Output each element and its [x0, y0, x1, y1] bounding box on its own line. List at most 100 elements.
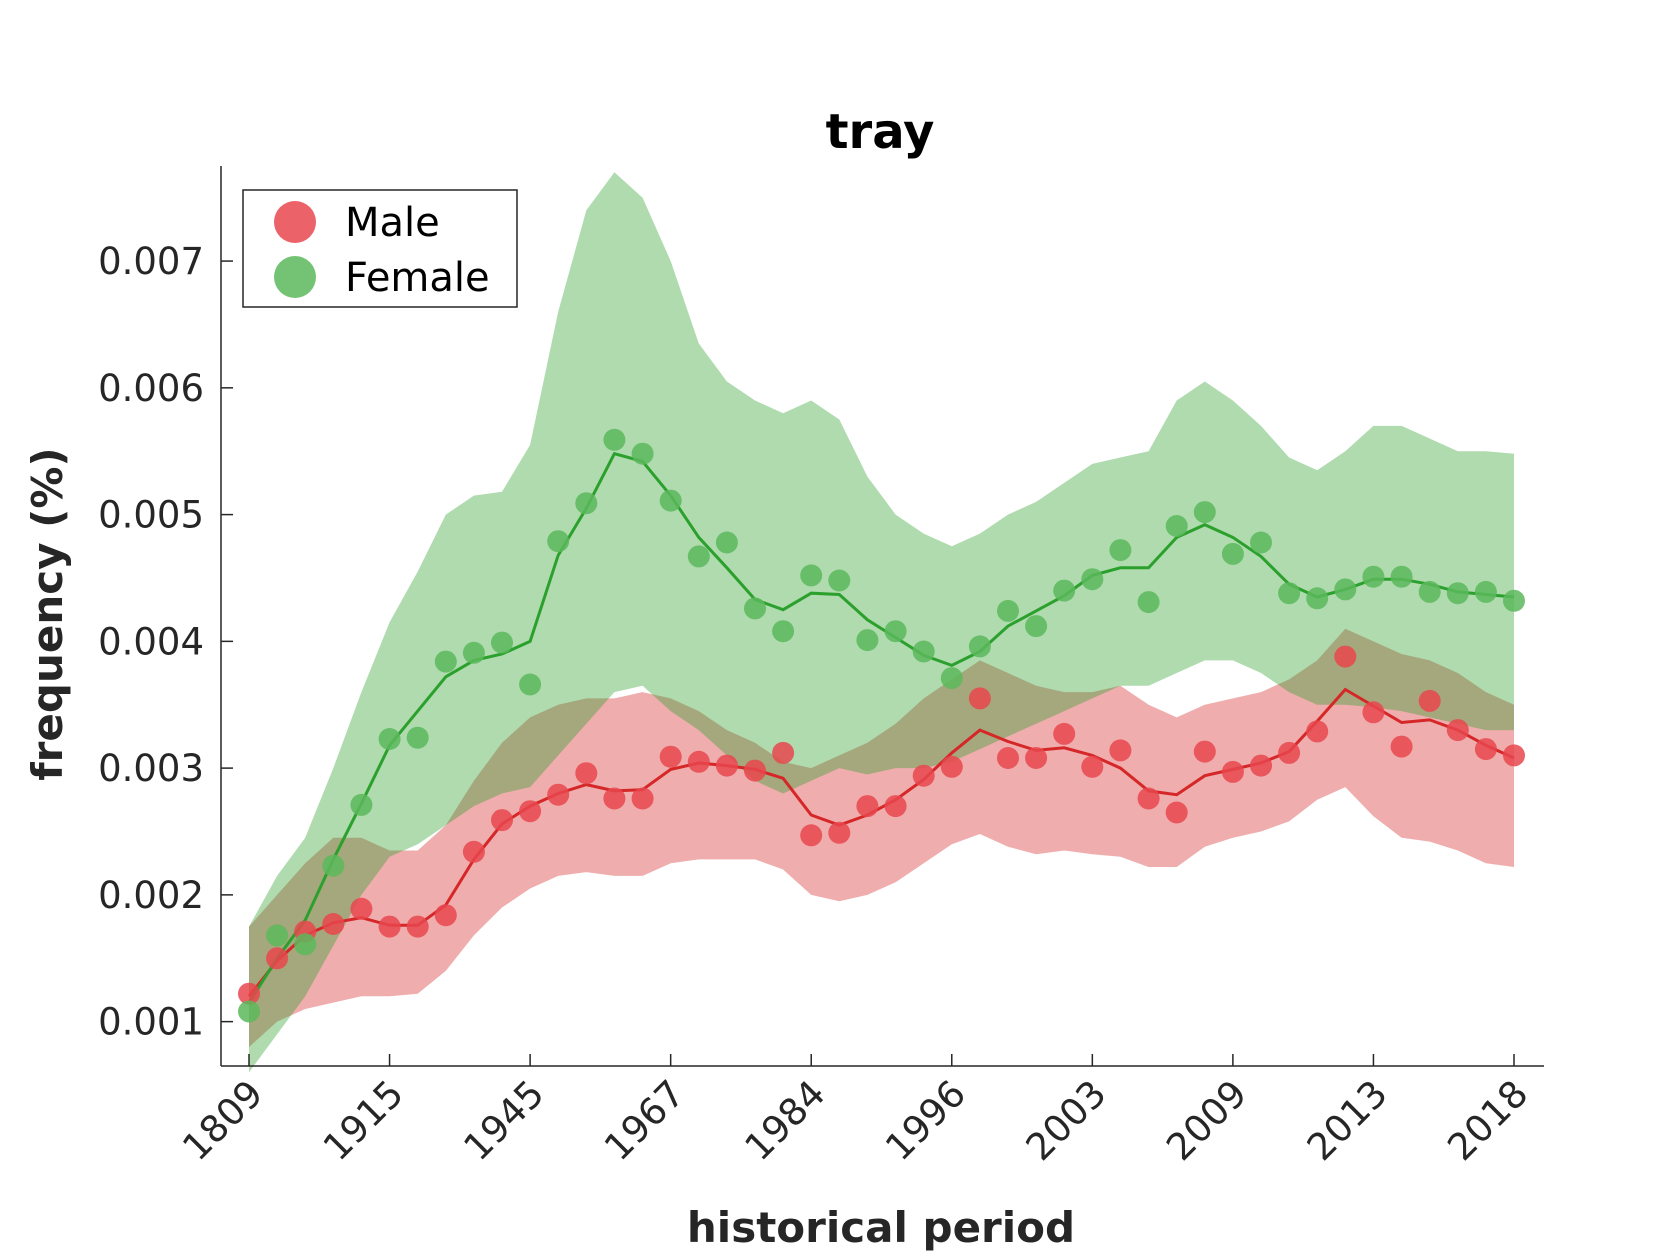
x-tick-label: 2013 [1299, 1072, 1396, 1169]
female-data-point [968, 635, 991, 658]
male-data-point [1390, 735, 1413, 758]
x-axis-label: historical period [687, 1203, 1075, 1252]
female-data-point [1390, 565, 1413, 588]
male-data-point [631, 787, 654, 810]
male-data-point [1109, 739, 1132, 762]
male-data-point [1474, 738, 1497, 761]
female-data-point [659, 489, 682, 512]
male-data-point [715, 754, 738, 777]
x-tick-label: 1809 [174, 1072, 271, 1169]
female-data-point [884, 620, 907, 643]
female-data-point [406, 726, 429, 749]
male-data-point [266, 947, 289, 970]
female-data-point [1109, 539, 1132, 562]
x-tick-label: 2018 [1439, 1072, 1536, 1169]
female-data-point [266, 924, 289, 947]
x-tick-label: 2003 [1018, 1072, 1115, 1169]
legend-label-male: Male [345, 200, 440, 246]
male-data-point [1250, 754, 1272, 777]
legend-marker-male [274, 201, 316, 243]
female-data-point [800, 564, 823, 587]
male-data-point [1165, 801, 1188, 824]
y-tick-label: 0.003 [98, 747, 204, 790]
male-data-point [547, 783, 570, 806]
male-data-point [1446, 719, 1469, 742]
female-data-point [828, 569, 851, 592]
male-data-point [744, 759, 766, 782]
female-data-point [1306, 587, 1329, 610]
female-data-point [856, 629, 879, 652]
female-data-point [462, 641, 485, 664]
female-data-point [1193, 501, 1216, 524]
male-data-point [462, 840, 485, 863]
female-data-point [631, 442, 654, 465]
male-data-point [350, 897, 373, 920]
female-confidence-band [249, 172, 1514, 1073]
male-data-point [1221, 760, 1244, 783]
male-data-point [912, 764, 935, 787]
female-data-point [715, 531, 738, 554]
male-data-point [1306, 720, 1329, 743]
male-data-point [491, 809, 513, 832]
male-data-point [519, 800, 542, 823]
y-axis-label: frequency (%) [23, 447, 72, 780]
y-axis-ticks: 0.001 0.002 0.003 0.004 0.005 0.006 0.007 [98, 240, 233, 1044]
male-data-point [1053, 722, 1076, 745]
legend-label-female: Female [345, 255, 490, 301]
chart-title: tray [826, 104, 935, 160]
male-data-point [322, 913, 345, 935]
y-tick-label: 0.005 [98, 494, 204, 537]
legend-marker-female [274, 256, 316, 298]
data-markers [238, 428, 1525, 1023]
trend-lines [247, 451, 1515, 1004]
male-data-point [856, 795, 879, 818]
female-data-point [1503, 589, 1525, 612]
female-data-point [434, 650, 457, 673]
male-data-point [687, 750, 710, 773]
x-tick-label: 1967 [596, 1072, 693, 1169]
female-data-point [1362, 565, 1385, 588]
female-data-point [519, 673, 542, 696]
female-data-point [940, 667, 963, 690]
female-data-point [1250, 531, 1272, 554]
female-data-point [687, 545, 710, 568]
male-data-point [1025, 747, 1048, 769]
legend: Male Female [242, 189, 518, 308]
female-data-point [912, 640, 935, 663]
male-data-point [884, 795, 907, 818]
female-data-point [1025, 615, 1048, 638]
y-tick-label: 0.002 [98, 874, 204, 917]
female-data-point [491, 631, 513, 654]
male-data-point [1362, 701, 1385, 724]
female-data-point [322, 854, 345, 877]
female-data-point [1418, 580, 1441, 603]
confidence-bands [249, 172, 1514, 1073]
female-data-point [1334, 578, 1357, 601]
x-tick-label: 1996 [877, 1072, 974, 1169]
male-confidence-band [249, 628, 1514, 1047]
x-tick-label: 1984 [737, 1072, 834, 1169]
female-data-point [1137, 591, 1160, 614]
y-tick-label: 0.004 [98, 620, 204, 663]
female-trend-line [247, 451, 1515, 1004]
male-data-point [378, 915, 401, 938]
male-data-point [800, 824, 823, 847]
male-data-point [1334, 645, 1357, 668]
male-data-point [940, 755, 963, 778]
male-data-point [434, 904, 457, 927]
female-data-point [575, 492, 598, 515]
male-data-point [1193, 740, 1216, 763]
male-data-point [828, 821, 851, 844]
female-data-point [1165, 515, 1188, 537]
female-data-point [603, 428, 626, 451]
x-axis-ticks: 1809 1915 1945 1967 1984 1996 2003 2009 2013 2018 [174, 1054, 1536, 1169]
y-tick-label: 0.001 [98, 1001, 204, 1044]
x-tick-label: 2009 [1158, 1072, 1255, 1169]
female-data-point [1446, 582, 1469, 605]
male-data-point [659, 745, 682, 768]
x-tick-label: 1915 [315, 1072, 412, 1169]
female-data-point [997, 599, 1019, 622]
female-data-point [238, 1000, 260, 1023]
female-data-point [547, 530, 570, 553]
